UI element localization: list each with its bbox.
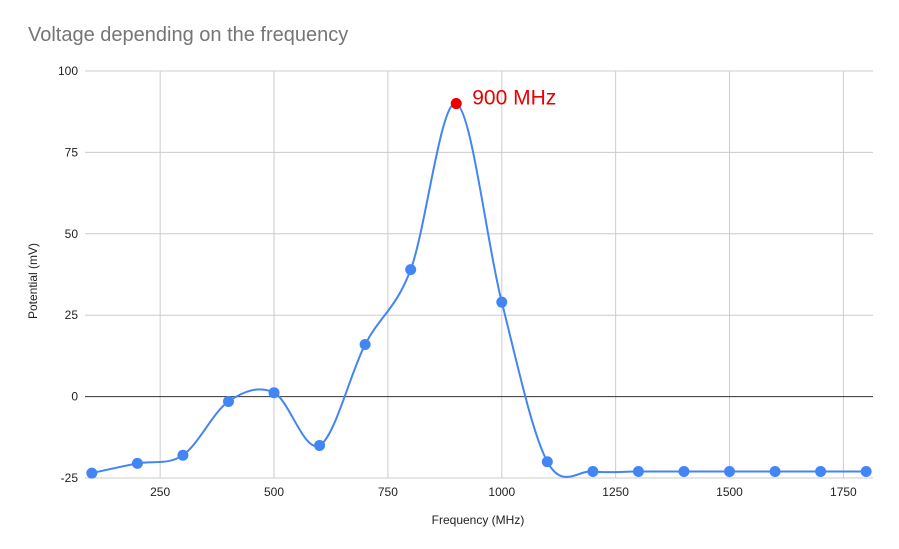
- peak-annotation: 900 MHz: [472, 87, 556, 110]
- y-tick-label: 0: [71, 390, 78, 404]
- x-tick-label: 1250: [602, 485, 629, 499]
- data-point-highlighted: [450, 98, 462, 110]
- data-point: [587, 465, 599, 477]
- data-point: [632, 465, 644, 477]
- x-tick-label: 1750: [830, 485, 857, 499]
- data-point: [724, 465, 736, 477]
- x-tick-label: 1500: [716, 485, 743, 499]
- data-point: [86, 467, 98, 479]
- series-voltage: [86, 98, 872, 479]
- y-tick-label: 100: [58, 64, 78, 78]
- y-tick-label: 75: [65, 145, 79, 159]
- chart-title: Voltage depending on the frequency: [28, 24, 349, 46]
- x-tick-label: 1000: [488, 485, 515, 499]
- data-point: [860, 465, 872, 477]
- y-tick-label: 50: [65, 227, 79, 241]
- data-point: [678, 465, 690, 477]
- x-axis-label: Frequency (MHz): [432, 513, 525, 527]
- data-point: [222, 395, 234, 407]
- grid: [85, 70, 873, 479]
- x-tick-label: 500: [264, 485, 284, 499]
- data-point: [359, 339, 371, 351]
- y-tick-label: -25: [61, 471, 79, 485]
- data-point: [177, 449, 189, 461]
- data-point: [496, 296, 508, 308]
- data-point: [268, 387, 280, 399]
- y-tick-label: 25: [65, 308, 79, 322]
- data-point: [314, 439, 326, 451]
- data-point: [541, 456, 553, 468]
- x-tick-label: 750: [378, 485, 398, 499]
- axes: -25 0 25 50 75 100 250 500 750 1000 1250 1500 1750: [58, 64, 873, 499]
- data-point: [769, 465, 781, 477]
- x-tick-label: 250: [150, 485, 170, 499]
- data-point: [131, 457, 143, 469]
- annotations: 900 MHz: [472, 87, 556, 110]
- y-axis-label: Potential (mV): [26, 243, 40, 319]
- series-line: [91, 102, 867, 478]
- data-point: [815, 465, 827, 477]
- data-point: [405, 264, 417, 276]
